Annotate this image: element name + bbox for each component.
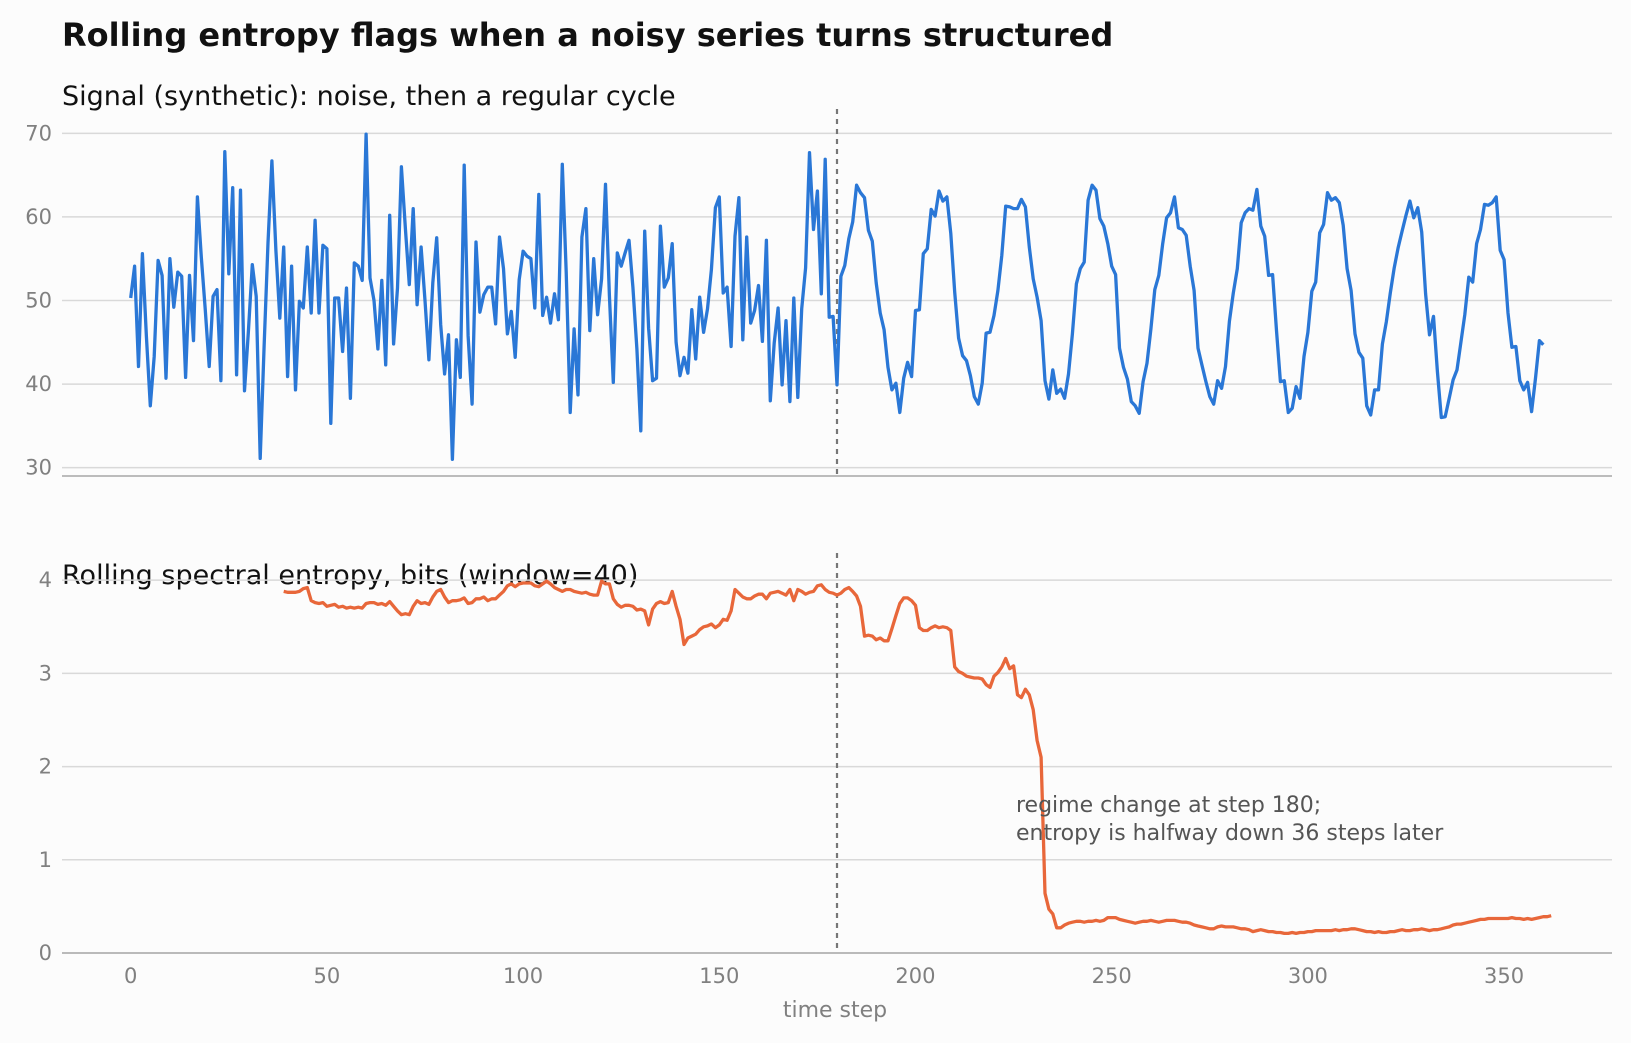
annotation-line-1: regime change at step 180; bbox=[1016, 793, 1321, 818]
annotation-line-2: entropy is halfway down 36 steps later bbox=[1016, 821, 1444, 846]
signal-series-line bbox=[129, 132, 1545, 461]
y-tick-label: 0 bbox=[39, 941, 52, 965]
signal-panel: Signal (synthetic): noise, then a regula… bbox=[25, 81, 1612, 480]
x-tick-label: 300 bbox=[1288, 964, 1328, 988]
x-tick-label: 0 bbox=[124, 964, 137, 988]
x-tick-label: 100 bbox=[503, 964, 543, 988]
signal-y-ticks: 30 40 50 60 70 bbox=[25, 121, 52, 479]
x-tick-label: 50 bbox=[314, 964, 341, 988]
y-tick-label: 1 bbox=[39, 848, 52, 872]
y-tick-label: 30 bbox=[25, 456, 52, 480]
entropy-panel: Rolling spectral entropy, bits (window=4… bbox=[39, 553, 1612, 1023]
signal-panel-title: Signal (synthetic): noise, then a regula… bbox=[62, 81, 676, 112]
y-tick-label: 4 bbox=[39, 568, 52, 592]
y-tick-label: 50 bbox=[25, 289, 52, 313]
y-tick-label: 70 bbox=[25, 121, 52, 145]
entropy-y-ticks: 0 1 2 3 4 bbox=[39, 568, 52, 965]
x-axis-label: time step bbox=[783, 998, 887, 1023]
y-tick-label: 2 bbox=[39, 755, 52, 779]
y-tick-label: 60 bbox=[25, 205, 52, 229]
entropy-series-line bbox=[283, 579, 1552, 936]
x-tick-label: 350 bbox=[1484, 964, 1524, 988]
main-title: Rolling entropy flags when a noisy serie… bbox=[62, 16, 1113, 54]
x-tick-label: 250 bbox=[1092, 964, 1132, 988]
y-tick-label: 40 bbox=[25, 372, 52, 396]
x-tick-label: 200 bbox=[895, 964, 935, 988]
x-tick-label: 150 bbox=[699, 964, 739, 988]
y-tick-label: 3 bbox=[39, 661, 52, 685]
x-ticks: 0 50 100 150 200 250 300 350 bbox=[124, 964, 1524, 988]
